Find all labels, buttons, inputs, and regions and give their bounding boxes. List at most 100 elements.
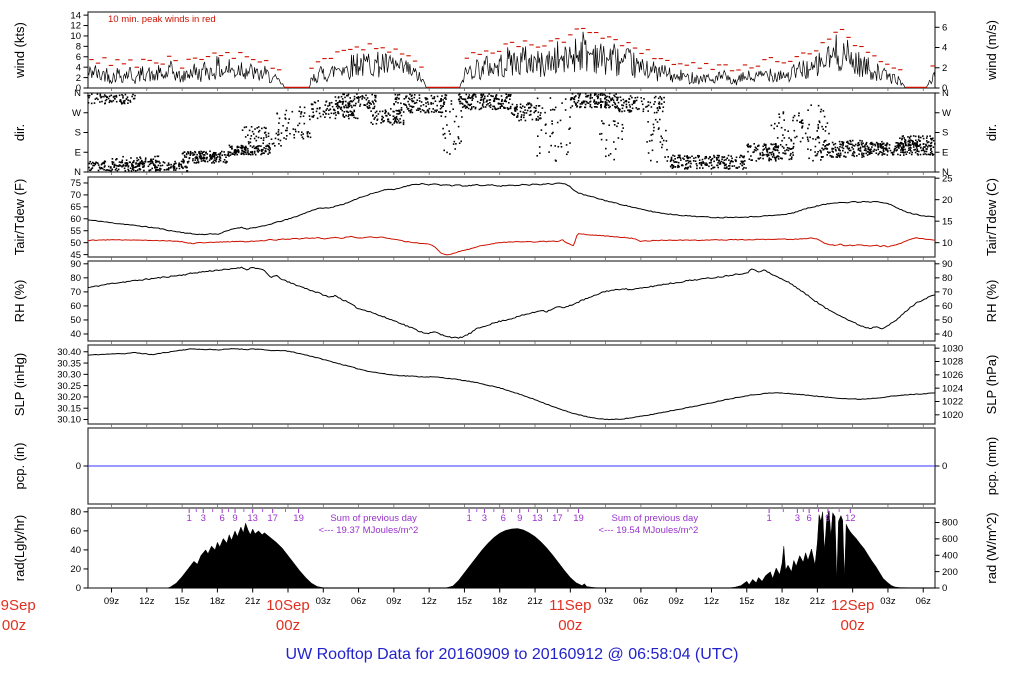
wind-dir-point <box>287 122 290 124</box>
wind-dir-point <box>581 101 583 104</box>
wind-dir-point <box>789 148 792 150</box>
tick-label: 1022 <box>942 397 963 408</box>
wind-dir-point <box>390 108 392 110</box>
tick-label: 4 <box>942 43 947 54</box>
wind-dir-point <box>765 146 767 149</box>
wind-dir-point <box>538 146 541 148</box>
wind-dir-point <box>504 99 507 101</box>
wind-dir-point <box>608 92 611 95</box>
right-axis-title: RH (%) <box>984 280 999 323</box>
wind-dir-point <box>654 118 657 121</box>
wind-dir-point <box>775 143 777 146</box>
wind-dir-point <box>818 141 821 144</box>
wind-dir-point <box>117 168 120 171</box>
wind-dir-point <box>294 128 297 131</box>
wind-dir-point <box>284 113 286 116</box>
wind-dir-point <box>597 103 599 105</box>
wind-dir-point <box>610 99 612 102</box>
wind-dir-point <box>472 106 475 108</box>
wind-dir-point <box>595 101 597 103</box>
wind-dir-point <box>594 106 597 108</box>
wind-dir-point <box>359 96 362 98</box>
wind-dir-point <box>88 96 90 99</box>
wind-dir-point <box>227 154 229 156</box>
wind-dir-point <box>311 108 313 110</box>
wind-dir-point <box>659 95 661 98</box>
wind-dir-point <box>180 163 183 166</box>
wind-dir-point <box>613 101 615 103</box>
wind-dir-point <box>415 109 418 111</box>
wind-dir-point <box>589 97 592 100</box>
wind-dir-point <box>828 143 830 145</box>
wind-dir-point <box>743 166 745 169</box>
wind-dir-point <box>408 103 410 106</box>
wind-dir-point <box>523 112 526 114</box>
tick-label: 60 <box>942 301 953 312</box>
wind-dir-point <box>233 154 236 156</box>
wind-dir-point <box>303 106 306 109</box>
wind-dir-point <box>192 153 195 155</box>
wind-dir-point <box>265 134 267 136</box>
wind-dir-point <box>185 156 188 158</box>
wind-dir-point <box>188 152 190 155</box>
tick-label: 200 <box>942 567 958 578</box>
wind-dir-point <box>607 99 610 102</box>
wind-dir-point <box>411 94 413 97</box>
wind-dir-point <box>317 100 319 102</box>
wind-dir-point <box>589 103 592 106</box>
wind-dir-point <box>209 154 211 156</box>
wind-dir-point <box>134 166 137 168</box>
wind-dir-point <box>173 165 176 168</box>
wind-dir-point <box>232 153 235 155</box>
wind-dir-point <box>97 164 100 166</box>
wind-dir-point <box>739 156 741 159</box>
wind-dir-point <box>297 124 299 127</box>
wind-dir-point <box>444 96 447 99</box>
wind-dir-point <box>306 133 309 135</box>
wind-dir-point <box>708 165 710 168</box>
tick-label: W <box>942 108 951 119</box>
wind-dir-point <box>195 157 198 160</box>
wind-dir-point <box>667 156 669 158</box>
wind-dir-point <box>768 159 770 162</box>
wind-dir-point <box>111 161 113 163</box>
wind-dir-point <box>254 146 257 149</box>
wind-dir-point <box>750 155 752 157</box>
wind-dir-point <box>632 102 635 104</box>
left-axis-title: pcp. (in) <box>12 443 27 490</box>
wind-dir-point <box>589 105 591 108</box>
wind-dir-point <box>172 166 175 169</box>
wind-dir-point <box>839 143 841 146</box>
wind-dir-point <box>560 142 562 145</box>
wind-dir-point <box>112 99 115 102</box>
wind-dir-point <box>319 115 322 118</box>
wind-dir-point <box>300 113 302 115</box>
wind-dir-point <box>99 93 102 96</box>
wind-dir-point <box>790 158 792 160</box>
wind-dir-point <box>742 160 745 163</box>
wind-dir-point <box>917 135 920 137</box>
wind-dir-point <box>278 122 280 124</box>
wind-dir-point <box>755 147 758 150</box>
wind-dir-point <box>498 98 500 101</box>
wind-dir-point <box>899 141 902 144</box>
wind-dir-point <box>103 166 106 168</box>
wind-dir-point <box>641 103 644 106</box>
wind-dir-point <box>728 165 730 167</box>
wind-dir-point <box>105 95 107 97</box>
wind-dir-point <box>195 162 197 164</box>
wind-dir-point <box>862 154 864 157</box>
wind-dir-point <box>506 96 508 98</box>
wind-dir-point <box>194 151 197 154</box>
wind-dir-point <box>759 157 762 159</box>
wind-dir-point <box>402 119 405 122</box>
wind-dir-point <box>781 145 784 148</box>
wind-dir-point <box>896 142 899 144</box>
wind-dir-point <box>322 113 324 116</box>
wind-dir-point <box>475 96 477 98</box>
wind-dir-point <box>156 169 159 171</box>
wind-dir-point <box>528 102 531 104</box>
wind-dir-point <box>507 94 510 96</box>
wind-dir-point <box>469 97 471 99</box>
wind-dir-point <box>929 135 931 137</box>
